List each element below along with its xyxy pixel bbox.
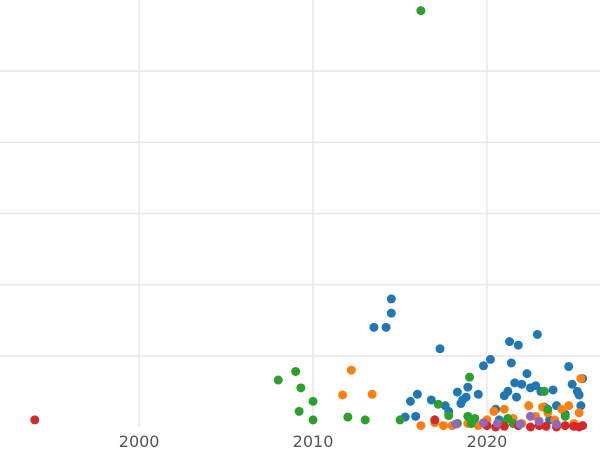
x-axis-ticks: 2000 2010 2020: [119, 432, 508, 450]
blue-data-point: [513, 340, 523, 350]
blue-data-point: [412, 389, 422, 399]
orange-data-point: [438, 421, 448, 431]
blue-data-point: [478, 361, 488, 371]
blue-data-point: [369, 322, 379, 332]
green-data-point: [296, 383, 306, 393]
green-data-point: [560, 411, 570, 421]
x-tick-label: 2000: [119, 432, 160, 450]
blue-data-point: [411, 411, 421, 421]
blue-data-point: [522, 369, 532, 379]
purple-data-point: [525, 411, 535, 421]
orange-data-point: [576, 374, 586, 384]
orange-data-point: [416, 421, 426, 431]
green-data-point: [294, 406, 304, 416]
blue-data-point: [532, 329, 542, 339]
green-data-point: [308, 396, 318, 406]
orange-data-point: [338, 390, 348, 400]
blue-data-point: [574, 390, 584, 400]
orange-data-point: [489, 406, 499, 416]
green-data-point: [416, 6, 426, 16]
blue-data-point: [505, 337, 515, 347]
orange-data-point: [367, 389, 377, 399]
green-data-point: [463, 411, 473, 421]
blue-data-point: [435, 344, 445, 354]
red-data-point: [541, 421, 551, 431]
blue-data-point: [567, 379, 577, 389]
data-points: [30, 6, 588, 432]
blue-data-point: [485, 354, 495, 364]
blue-data-point: [452, 387, 462, 397]
blue-data-point: [531, 381, 541, 391]
blue-data-point: [564, 362, 574, 372]
red-data-point: [499, 421, 509, 431]
blue-data-point: [461, 392, 471, 402]
purple-data-point: [492, 418, 502, 428]
green-data-point: [465, 372, 475, 382]
orange-data-point: [574, 408, 584, 418]
purple-data-point: [451, 419, 461, 429]
red-data-point: [430, 415, 440, 425]
blue-data-point: [506, 358, 516, 368]
blue-data-point: [576, 401, 586, 411]
red-data-point: [560, 421, 570, 431]
red-data-point: [574, 422, 584, 432]
orange-data-point: [524, 401, 534, 411]
green-data-point: [539, 386, 549, 396]
green-data-point: [444, 411, 454, 421]
orange-data-point: [564, 401, 574, 411]
orange-data-point: [346, 365, 356, 375]
blue-data-point: [510, 378, 520, 388]
blue-data-point: [426, 395, 436, 405]
purple-data-point: [552, 419, 562, 429]
green-data-point: [395, 415, 405, 425]
blue-data-point: [512, 392, 522, 402]
green-data-point: [291, 366, 301, 376]
green-data-point: [343, 412, 353, 422]
x-tick-label: 2010: [293, 432, 334, 450]
purple-data-point: [515, 419, 525, 429]
green-data-point: [273, 375, 283, 385]
blue-data-point: [503, 386, 513, 396]
green-data-point: [466, 418, 476, 428]
green-data-point: [433, 399, 443, 409]
blue-data-point: [386, 294, 396, 304]
blue-data-point: [381, 322, 391, 332]
purple-data-point: [478, 418, 488, 428]
orange-data-point: [499, 404, 509, 414]
red-data-point: [30, 415, 40, 425]
blue-data-point: [517, 379, 527, 389]
grid-lines: [0, 0, 600, 427]
green-data-point: [543, 404, 553, 414]
blue-data-point: [386, 308, 396, 318]
purple-data-point: [534, 416, 544, 426]
red-data-point: [525, 422, 535, 432]
x-tick-label: 2020: [467, 432, 508, 450]
blue-data-point: [473, 389, 483, 399]
blue-data-point: [463, 382, 473, 392]
green-data-point: [308, 415, 318, 425]
blue-data-point: [405, 396, 415, 406]
orange-data-point: [557, 404, 567, 414]
blue-data-point: [548, 385, 558, 395]
green-data-point: [360, 415, 370, 425]
